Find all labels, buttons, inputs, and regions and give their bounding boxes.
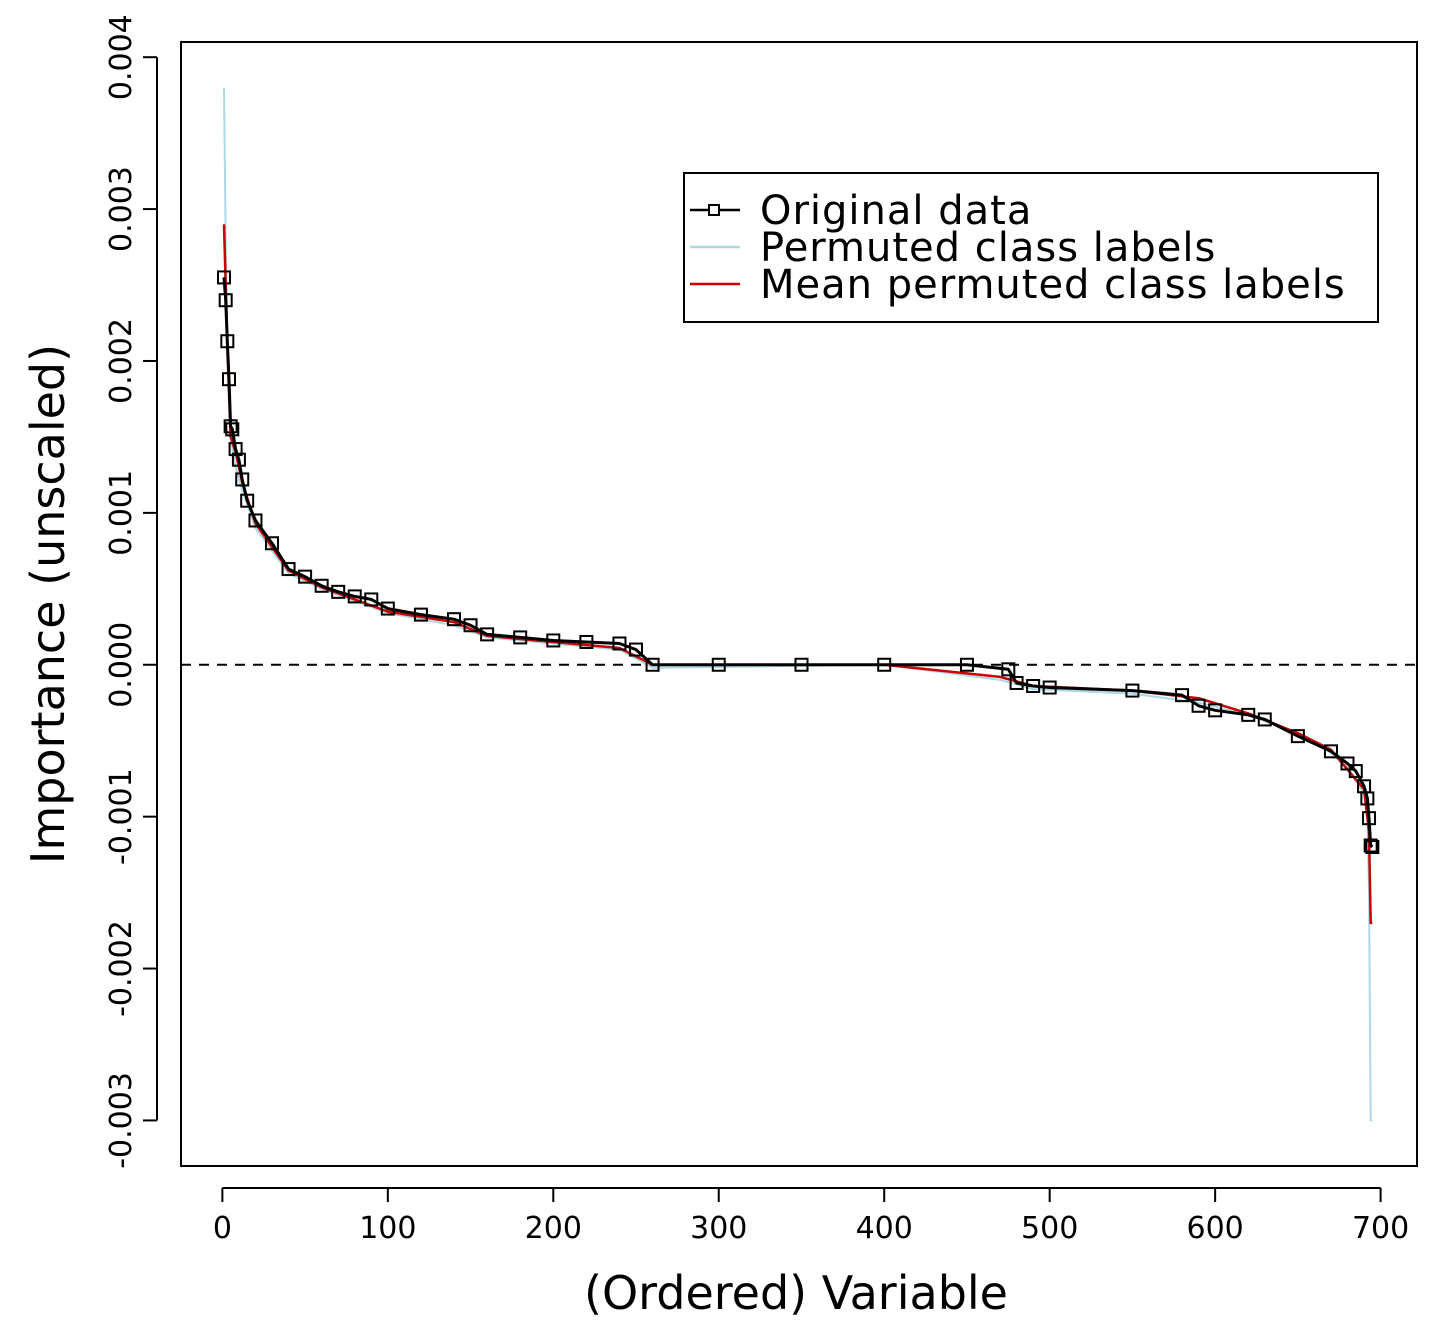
plot-frame — [180, 41, 1418, 1167]
data-point-marker — [265, 536, 280, 551]
data-point-marker — [1208, 703, 1223, 718]
legend-marker-square — [708, 204, 720, 216]
data-point-marker — [1009, 675, 1024, 690]
x-axis-title: (Ordered) Variable — [584, 1266, 1008, 1320]
data-point-marker — [221, 372, 236, 387]
data-point-marker — [281, 562, 296, 577]
x-tick-label: 600 — [1187, 1211, 1244, 1246]
data-point-marker — [463, 618, 478, 633]
series-line-mean-permuted-class-labels — [222, 224, 1373, 925]
data-point-marker — [298, 569, 313, 584]
data-point-marker — [1363, 838, 1378, 853]
x-tick-label: 100 — [359, 1211, 416, 1246]
data-point-marker — [1257, 712, 1272, 727]
y-tick-label: 0.001 — [104, 470, 139, 556]
x-tick-label: 700 — [1352, 1211, 1409, 1246]
y-tick-label: 0.004 — [104, 14, 139, 100]
y-tick-label: -0.003 — [104, 1072, 139, 1169]
data-point-marker — [228, 442, 243, 457]
data-point-marker — [546, 633, 561, 648]
data-point-marker — [1348, 764, 1363, 779]
data-point-marker — [480, 627, 495, 642]
y-axis: -0.003 -0.002 -0.001 0.000 0.001 0.002 0.003 0.… — [104, 14, 158, 1169]
data-point-marker — [380, 601, 395, 616]
y-tick-label: -0.001 — [104, 768, 139, 865]
y-tick-label: 0.000 — [104, 622, 139, 708]
y-tick-label: -0.002 — [104, 920, 139, 1017]
data-point-marker — [1175, 688, 1190, 703]
data-point-marker — [1365, 840, 1380, 855]
data-point-marker — [1001, 662, 1016, 677]
x-tick-label: 300 — [690, 1211, 747, 1246]
data-point-marker — [364, 592, 379, 607]
data-point-marker — [1125, 683, 1140, 698]
data-point-marker — [959, 657, 974, 672]
legend-label-permuted-class-labels: Permuted class labels — [760, 225, 1216, 271]
data-point-marker — [447, 612, 462, 627]
data-point-marker — [579, 634, 594, 649]
data-point-marker — [248, 513, 263, 528]
data-point-marker — [877, 657, 892, 672]
series-layer — [217, 87, 1380, 1122]
data-point-marker — [231, 452, 246, 467]
data-point-marker — [612, 636, 627, 651]
data-point-marker — [1191, 698, 1206, 713]
data-point-marker — [1241, 707, 1256, 722]
x-tick-label: 400 — [856, 1211, 913, 1246]
y-tick-label: 0.003 — [104, 166, 139, 252]
data-point-marker — [645, 657, 660, 672]
x-tick-label: 0 — [213, 1211, 232, 1246]
data-point-marker — [413, 607, 428, 622]
data-point-marker — [1042, 680, 1057, 695]
data-point-marker — [1340, 756, 1355, 771]
data-point-marker — [217, 270, 232, 285]
data-point-marker — [240, 493, 255, 508]
data-point-marker — [225, 422, 240, 437]
series-line-original-data — [222, 277, 1374, 849]
legend-box — [683, 172, 1379, 323]
x-axis: 0 100 200 300 400 500 600 700 — [213, 1187, 1409, 1246]
x-tick-label: 500 — [1021, 1211, 1078, 1246]
y-tick-label: 0.002 — [104, 318, 139, 404]
data-point-marker — [1323, 744, 1338, 759]
data-point-marker — [223, 419, 238, 434]
data-point-marker — [629, 642, 644, 657]
data-point-marker — [794, 657, 809, 672]
data-point-marker — [347, 589, 362, 604]
data-point-marker — [314, 578, 329, 593]
data-point-marker — [1290, 729, 1305, 744]
data-point-marker — [220, 334, 235, 349]
data-point-marker — [513, 630, 528, 645]
data-point-marker — [331, 584, 346, 599]
legend-label-mean-permuted-class-labels: Mean permuted class labels — [760, 262, 1346, 308]
data-point-marker — [1360, 791, 1375, 806]
data-point-marker — [218, 293, 233, 308]
data-point-marker — [1362, 811, 1377, 826]
x-tick-label: 200 — [525, 1211, 582, 1246]
legend-label-original-data: Original data — [760, 188, 1032, 234]
data-point-marker — [1026, 679, 1041, 694]
y-axis-title: Importance (unscaled) — [21, 344, 75, 864]
data-point-marker — [711, 657, 726, 672]
data-point-marker — [235, 472, 250, 487]
